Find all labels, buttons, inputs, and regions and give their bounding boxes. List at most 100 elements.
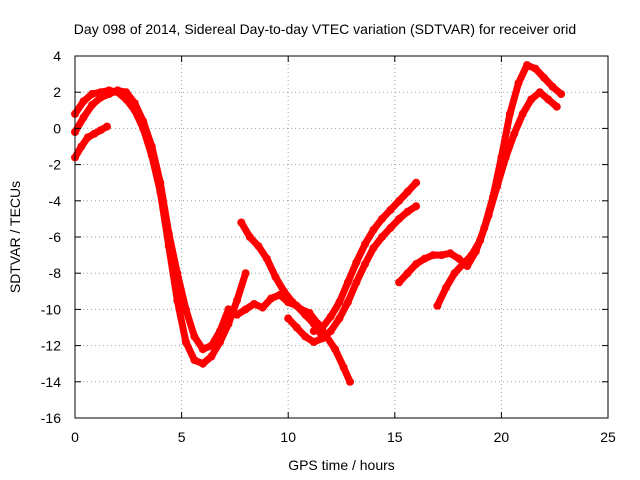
data-point [505,109,514,118]
data-point [105,90,114,98]
data-point [339,363,348,372]
data-point [412,260,421,269]
data-point [437,251,446,260]
data-point [275,290,284,299]
data-point [113,86,122,95]
data-point [403,207,412,216]
data-point [429,251,438,260]
data-point [395,278,404,287]
data-point [262,254,271,263]
series-arc-f [284,202,420,346]
data-point [309,338,318,346]
data-point [403,187,412,196]
y-tick-label: 2 [53,84,61,100]
data-point [335,298,344,307]
data-point [459,260,467,269]
data-point [190,332,199,341]
x-axis-label: GPS time / hours [288,457,395,473]
data-point [216,327,224,336]
x-tick-label: 10 [280,429,296,445]
data-point [369,243,378,252]
data-point [79,113,88,122]
data-point [369,225,378,234]
data-point [233,296,241,305]
data-point [103,122,111,131]
x-tick-label: 5 [178,429,186,445]
y-axis-label: SDTVAR / TECUs [7,181,23,293]
data-point [335,314,344,323]
data-point [403,269,412,278]
data-point [557,90,566,98]
data-point [271,272,280,281]
data-series [71,61,566,386]
data-point [250,300,259,308]
data-point [386,205,395,214]
data-point [420,254,429,263]
data-point [173,269,182,278]
y-tick-label: 4 [53,48,61,64]
data-point [309,319,318,328]
axis-ticks: 0 5 10 15 20 25 -16 -14 -12 -10 -8 -6 -4 -2 0 2 4 [41,48,616,445]
data-point [346,377,354,386]
data-point [147,142,156,151]
data-point [331,345,340,354]
data-point [207,341,216,350]
data-point [514,79,523,88]
data-point [77,142,86,151]
data-point [181,305,190,314]
data-point [245,233,254,241]
x-tick-label: 25 [600,429,616,445]
data-point [309,327,318,336]
data-point [292,301,301,310]
data-point [190,356,199,365]
data-point [326,312,335,321]
data-point [493,182,502,191]
y-tick-label: -6 [49,229,62,245]
y-tick-label: -4 [49,193,62,209]
data-point [284,314,293,323]
data-point [501,153,510,162]
data-point [531,64,540,73]
y-tick-label: -16 [41,410,61,426]
data-point [241,305,250,314]
data-point [548,82,557,91]
data-point [552,102,561,111]
data-point [198,359,207,368]
data-point [88,100,97,109]
data-point [412,178,421,187]
data-point [292,323,301,332]
data-point [442,283,450,292]
data-point [412,202,421,211]
data-point [523,61,531,70]
data-point [535,88,544,97]
data-point [90,129,99,138]
data-point [343,278,352,287]
data-point [267,294,276,303]
data-point [433,301,442,310]
data-point [476,236,485,245]
data-point [544,95,553,104]
data-point [318,323,327,332]
data-point [122,88,131,97]
data-point [395,214,404,223]
data-point [224,305,233,314]
data-point [446,249,455,258]
data-point [378,233,386,241]
data-point [361,240,369,249]
data-point [301,310,310,319]
y-tick-label: -2 [49,157,62,173]
data-point [318,334,327,343]
data-point [198,345,207,354]
data-point [454,254,463,263]
data-point [181,338,190,346]
data-point [79,97,88,106]
data-point [518,109,527,118]
data-point [83,133,92,142]
y-tick-label: -8 [49,265,62,281]
data-point [361,260,369,269]
data-point [173,296,182,305]
data-point [378,214,386,223]
data-point [96,126,105,135]
y-tick-label: -10 [41,301,61,317]
